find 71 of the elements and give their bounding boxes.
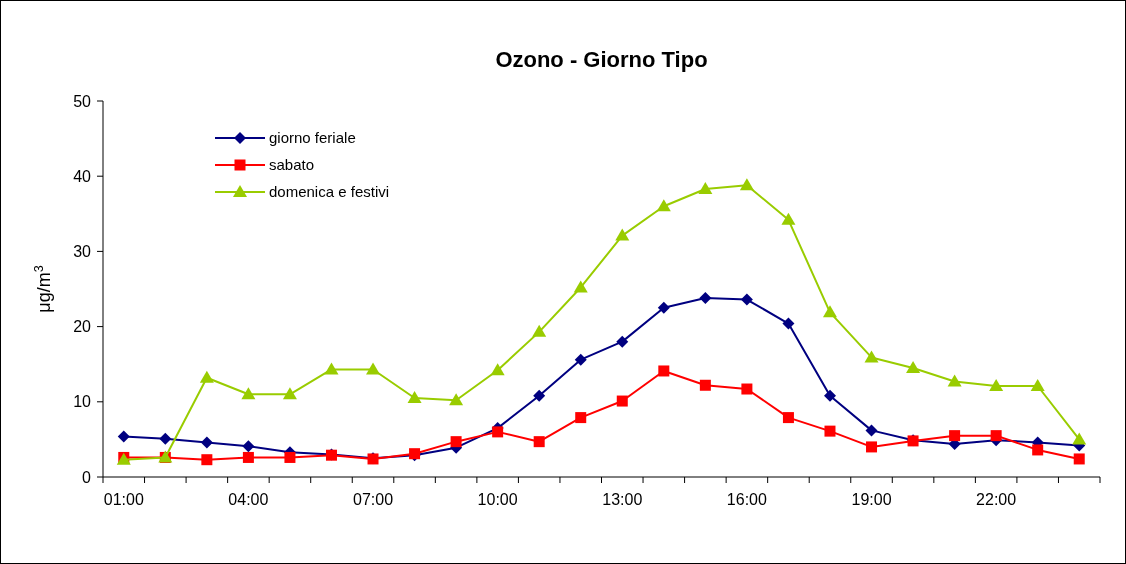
point [533, 436, 545, 448]
point [781, 212, 796, 225]
point [616, 335, 629, 348]
point [324, 362, 339, 375]
point [741, 383, 753, 395]
x-tick-label: 22:00 [976, 491, 1017, 508]
point [699, 292, 712, 305]
point [824, 425, 836, 437]
point [657, 301, 670, 314]
x-tick-label: 07:00 [353, 491, 394, 508]
point [492, 426, 504, 438]
point [574, 353, 587, 366]
y-tick-label: 30 [73, 243, 92, 260]
x-tick-label: 13:00 [602, 491, 643, 508]
point [947, 374, 962, 387]
point [822, 305, 837, 318]
point [1030, 379, 1045, 392]
point [575, 412, 587, 424]
point [532, 324, 547, 337]
point [159, 432, 172, 445]
point [282, 387, 297, 400]
point [200, 436, 213, 449]
point [242, 440, 255, 453]
point [740, 293, 753, 306]
y-tick-label: 20 [73, 318, 92, 336]
point [866, 441, 878, 453]
point [284, 451, 296, 463]
chart-title: Ozono - Giorno Tipo [495, 47, 708, 72]
y-tick-label: 0 [82, 468, 92, 486]
point [366, 362, 381, 375]
x-tick-label: 04:00 [228, 491, 269, 508]
point [864, 350, 879, 363]
point [658, 365, 670, 377]
point [1073, 453, 1085, 465]
point [616, 395, 628, 407]
x-tick-label: 10:00 [477, 491, 518, 508]
point [533, 389, 546, 402]
point [201, 454, 213, 466]
point [1032, 444, 1044, 456]
x-tick-label: 01:00 [103, 491, 144, 508]
point [407, 391, 422, 404]
point [241, 387, 256, 400]
y-tick-label: 10 [73, 393, 92, 411]
y-tick-label: 40 [73, 167, 92, 185]
point [989, 379, 1004, 392]
point [699, 379, 711, 391]
point [449, 393, 464, 406]
point [949, 430, 961, 442]
point [490, 363, 505, 376]
point [117, 430, 130, 443]
point [906, 360, 921, 373]
point [1072, 432, 1087, 445]
point [656, 199, 671, 212]
y-tick-label: 50 [73, 92, 92, 110]
legend-label: giorno feriale [269, 129, 356, 147]
legend-label: domenica e festivi [269, 183, 390, 201]
point [782, 412, 794, 424]
x-tick-label: 19:00 [851, 491, 892, 508]
x-tick-label: 16:00 [726, 491, 768, 508]
point [739, 178, 754, 191]
point [823, 389, 836, 402]
legend-label: sabato [269, 156, 315, 174]
point [573, 280, 588, 293]
point [450, 436, 462, 448]
point [990, 430, 1002, 442]
point [865, 424, 878, 437]
point [199, 370, 214, 383]
point [242, 451, 254, 463]
point [615, 228, 630, 241]
point [782, 317, 795, 330]
point [698, 181, 713, 194]
